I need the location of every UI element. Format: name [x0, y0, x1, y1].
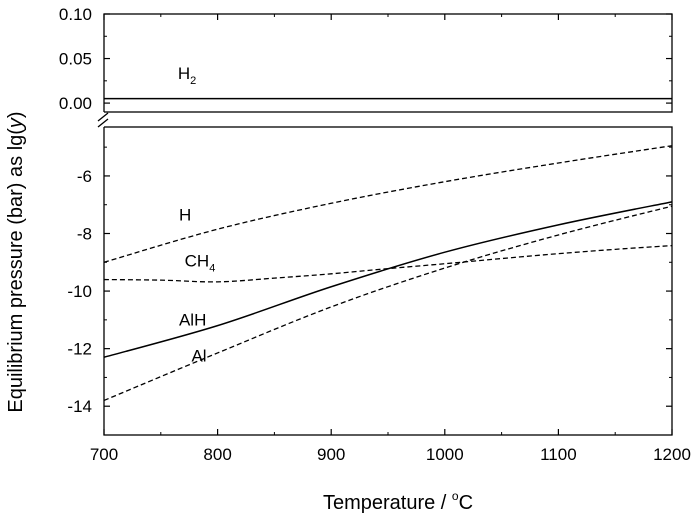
series-label-al: Al	[191, 347, 206, 366]
lower-panel-frame	[103, 126, 673, 436]
y-tick-label: 0.10	[59, 5, 92, 24]
y-tick-label: 0.00	[59, 94, 92, 113]
series-line-h	[103, 145, 673, 263]
y-axis-ticks-upper: 0.00 0.05 0.10	[59, 5, 672, 113]
upper-panel-frame	[103, 13, 673, 113]
series-line-alh	[103, 201, 673, 359]
y-tick-label: -6	[77, 167, 92, 186]
x-tick-label: 1200	[653, 445, 691, 464]
x-tick-label: 1100	[540, 445, 577, 464]
series-labels: H2 H CH4 AlH Al	[178, 64, 216, 366]
x-axis-ticks: 700 800 900 1000 1100 1200	[90, 14, 691, 464]
y-tick-label: 0.05	[59, 50, 92, 69]
x-axis-title: Temperature / oC	[323, 489, 473, 514]
y-axis-ticks-lower: -14 -12 -10 -8 -6	[67, 146, 672, 436]
series-lines	[103, 97, 673, 402]
series-line-al	[103, 205, 673, 402]
axis-break-slash-2	[97, 118, 109, 128]
y-tick-label: -10	[67, 282, 92, 301]
axis-break-marks	[97, 112, 109, 128]
y-tick-label: -12	[67, 340, 92, 359]
y-tick-label: -8	[77, 225, 92, 244]
x-tick-label: 900	[317, 445, 345, 464]
y-axis-title: Equilibrium pressure (bar) as lg(y)	[5, 111, 27, 412]
series-label-alh: AlH	[179, 311, 206, 330]
axis-break-slash-1	[97, 112, 109, 122]
x-tick-label: 1000	[426, 445, 464, 464]
x-tick-label: 800	[203, 445, 231, 464]
y-tick-label: -14	[67, 397, 92, 416]
series-label-h: H	[179, 206, 191, 225]
series-label-ch4: CH4	[185, 252, 216, 275]
series-label-h2: H2	[178, 64, 196, 87]
x-tick-label: 700	[90, 445, 118, 464]
